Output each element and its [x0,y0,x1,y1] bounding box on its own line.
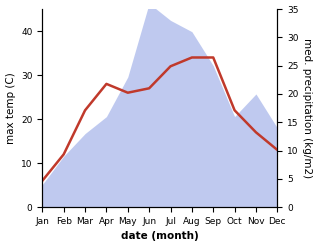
X-axis label: date (month): date (month) [121,231,199,242]
Y-axis label: med. precipitation (kg/m2): med. precipitation (kg/m2) [302,38,313,178]
Y-axis label: max temp (C): max temp (C) [5,72,16,144]
